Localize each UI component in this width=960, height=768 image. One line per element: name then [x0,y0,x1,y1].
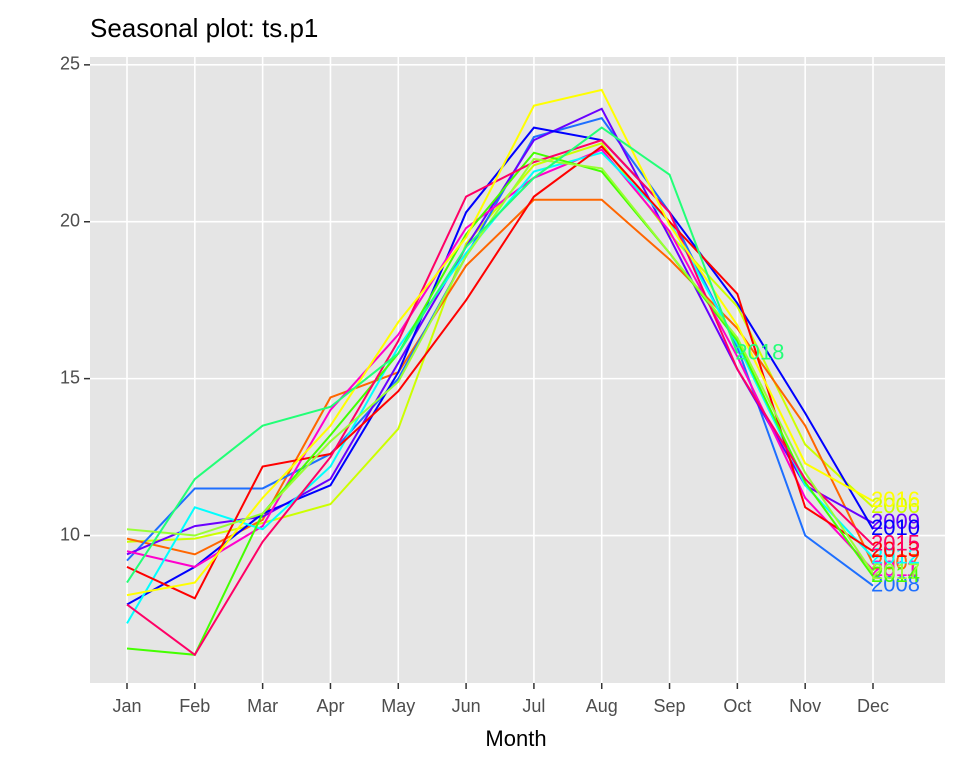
x-tick-label: Nov [789,696,821,716]
x-tick-label: Jan [112,696,141,716]
year-label: 2017 [871,559,920,584]
y-tick-label: 20 [60,210,80,230]
x-tick-label: Aug [586,696,618,716]
year-label: 2011 [871,556,918,581]
year-label: 2012 [871,543,920,568]
year-label: 2010 [871,515,920,540]
y-tick-label: 15 [60,367,80,387]
x-tick-label: Mar [247,696,278,716]
y-tick-label: 25 [60,54,80,74]
series-line [126,148,874,571]
series-line [126,126,739,584]
panel [90,57,945,683]
year-label: 2009 [871,509,920,534]
year-label: 2015 [871,531,920,556]
year-label: 2014 [871,562,920,587]
chart-title: Seasonal plot: ts.p1 [90,13,318,43]
x-axis-title: Month [485,726,546,751]
series-line [126,88,874,597]
year-label: 2013 [871,537,920,562]
x-tick-label: May [381,696,415,716]
year-label: 2008 [871,572,920,597]
x-tick-label: Feb [179,696,210,716]
series-line [126,157,874,574]
year-label: 2007 [871,550,920,575]
x-tick-label: Jul [522,696,545,716]
x-tick-label: Jun [452,696,481,716]
series-line [126,145,874,600]
year-label: 2006 [871,493,920,518]
year-label: 2018 [735,339,784,364]
x-tick-label: Sep [654,696,686,716]
x-tick-label: Apr [316,696,344,716]
year-label: 2016 [871,487,920,512]
y-tick-label: 10 [60,524,80,544]
series-line [126,139,874,657]
x-tick-label: Dec [857,696,889,716]
series-line [126,151,874,656]
x-tick-label: Oct [723,696,751,716]
